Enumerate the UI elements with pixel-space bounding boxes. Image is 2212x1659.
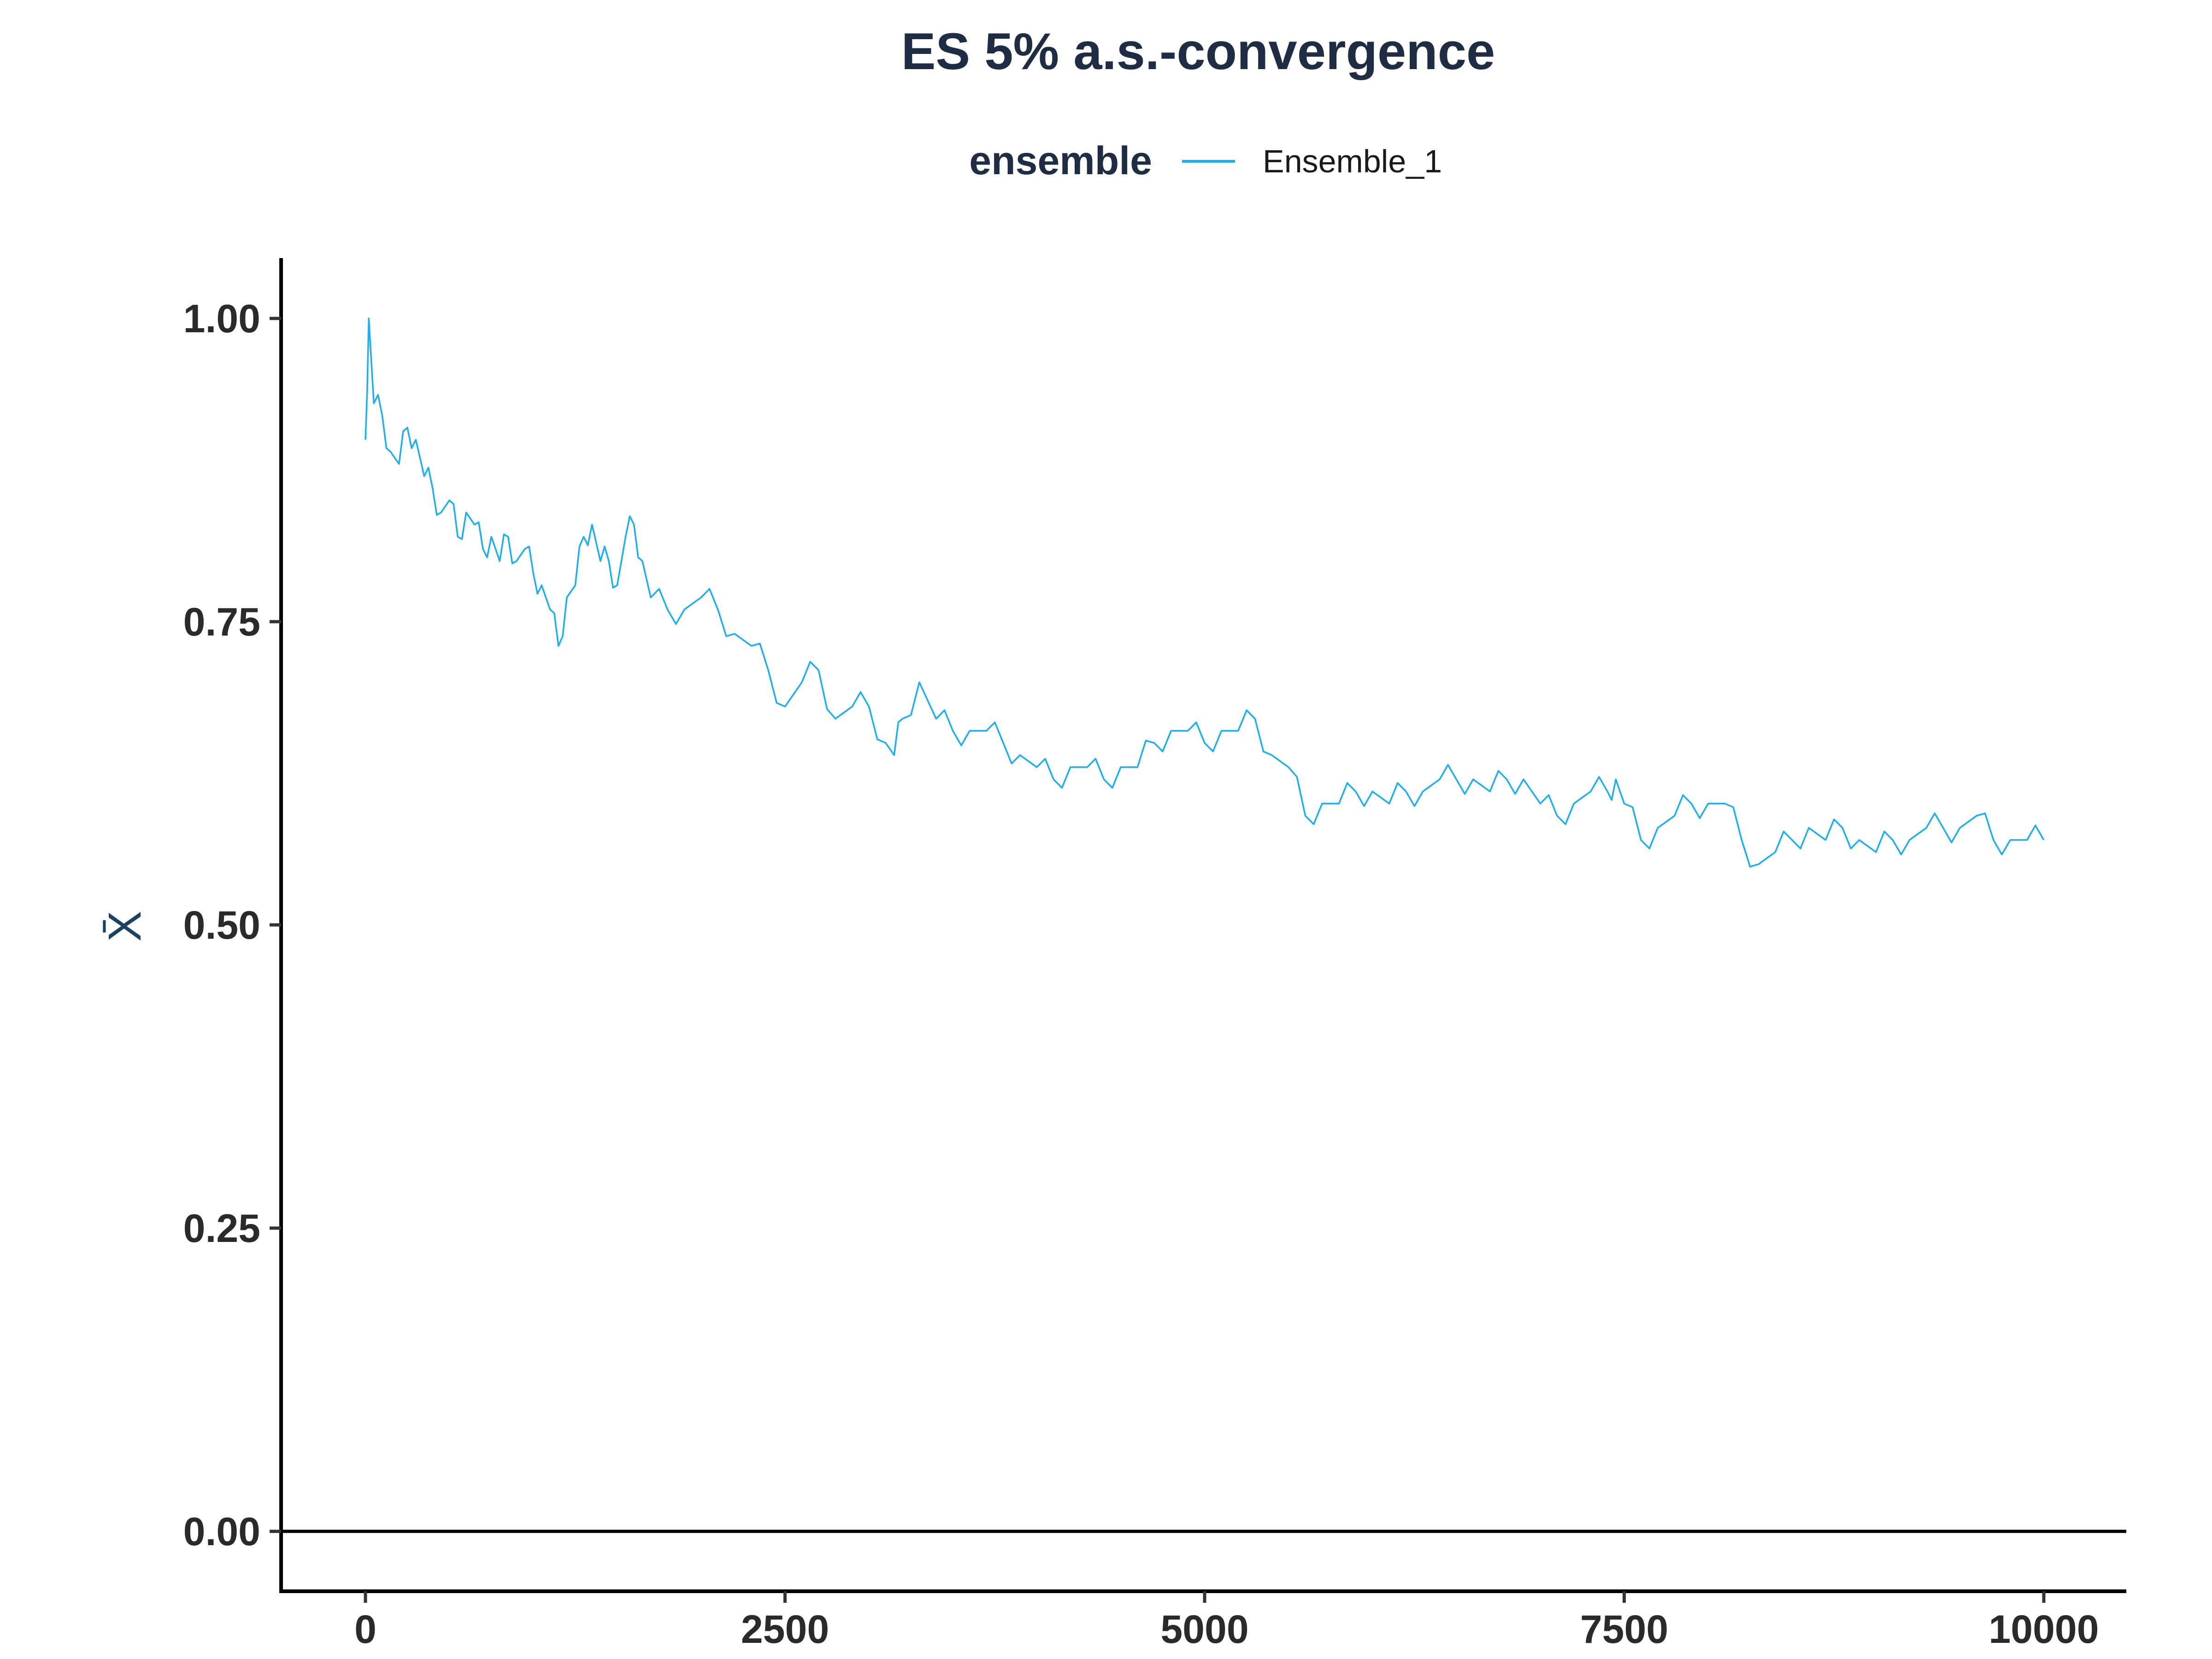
- y-tick-label: 0.75: [183, 600, 260, 644]
- legend-title: ensemble: [969, 139, 1152, 183]
- x-tick-label: 5000: [1160, 1607, 1248, 1652]
- x-tick-label: 2500: [741, 1607, 829, 1652]
- x-tick-label: 10000: [1988, 1607, 2099, 1652]
- x-tick-label: 0: [354, 1607, 377, 1652]
- y-tick-label: 0.25: [183, 1206, 260, 1251]
- y-tick-label: 0.50: [183, 903, 260, 947]
- x-tick-label: 7500: [1580, 1607, 1668, 1652]
- y-tick-label: 1.00: [183, 297, 260, 341]
- y-tick-label: 0.00: [183, 1510, 260, 1554]
- legend-label: Ensemble_1: [1263, 143, 1442, 179]
- series-line-ensemble-1: [365, 318, 2045, 868]
- legend: ensemble Ensemble_1: [969, 139, 1442, 183]
- y-axis-label: X̄: [99, 911, 151, 942]
- chart-title: ES 5% a.s.-convergence: [901, 23, 1495, 80]
